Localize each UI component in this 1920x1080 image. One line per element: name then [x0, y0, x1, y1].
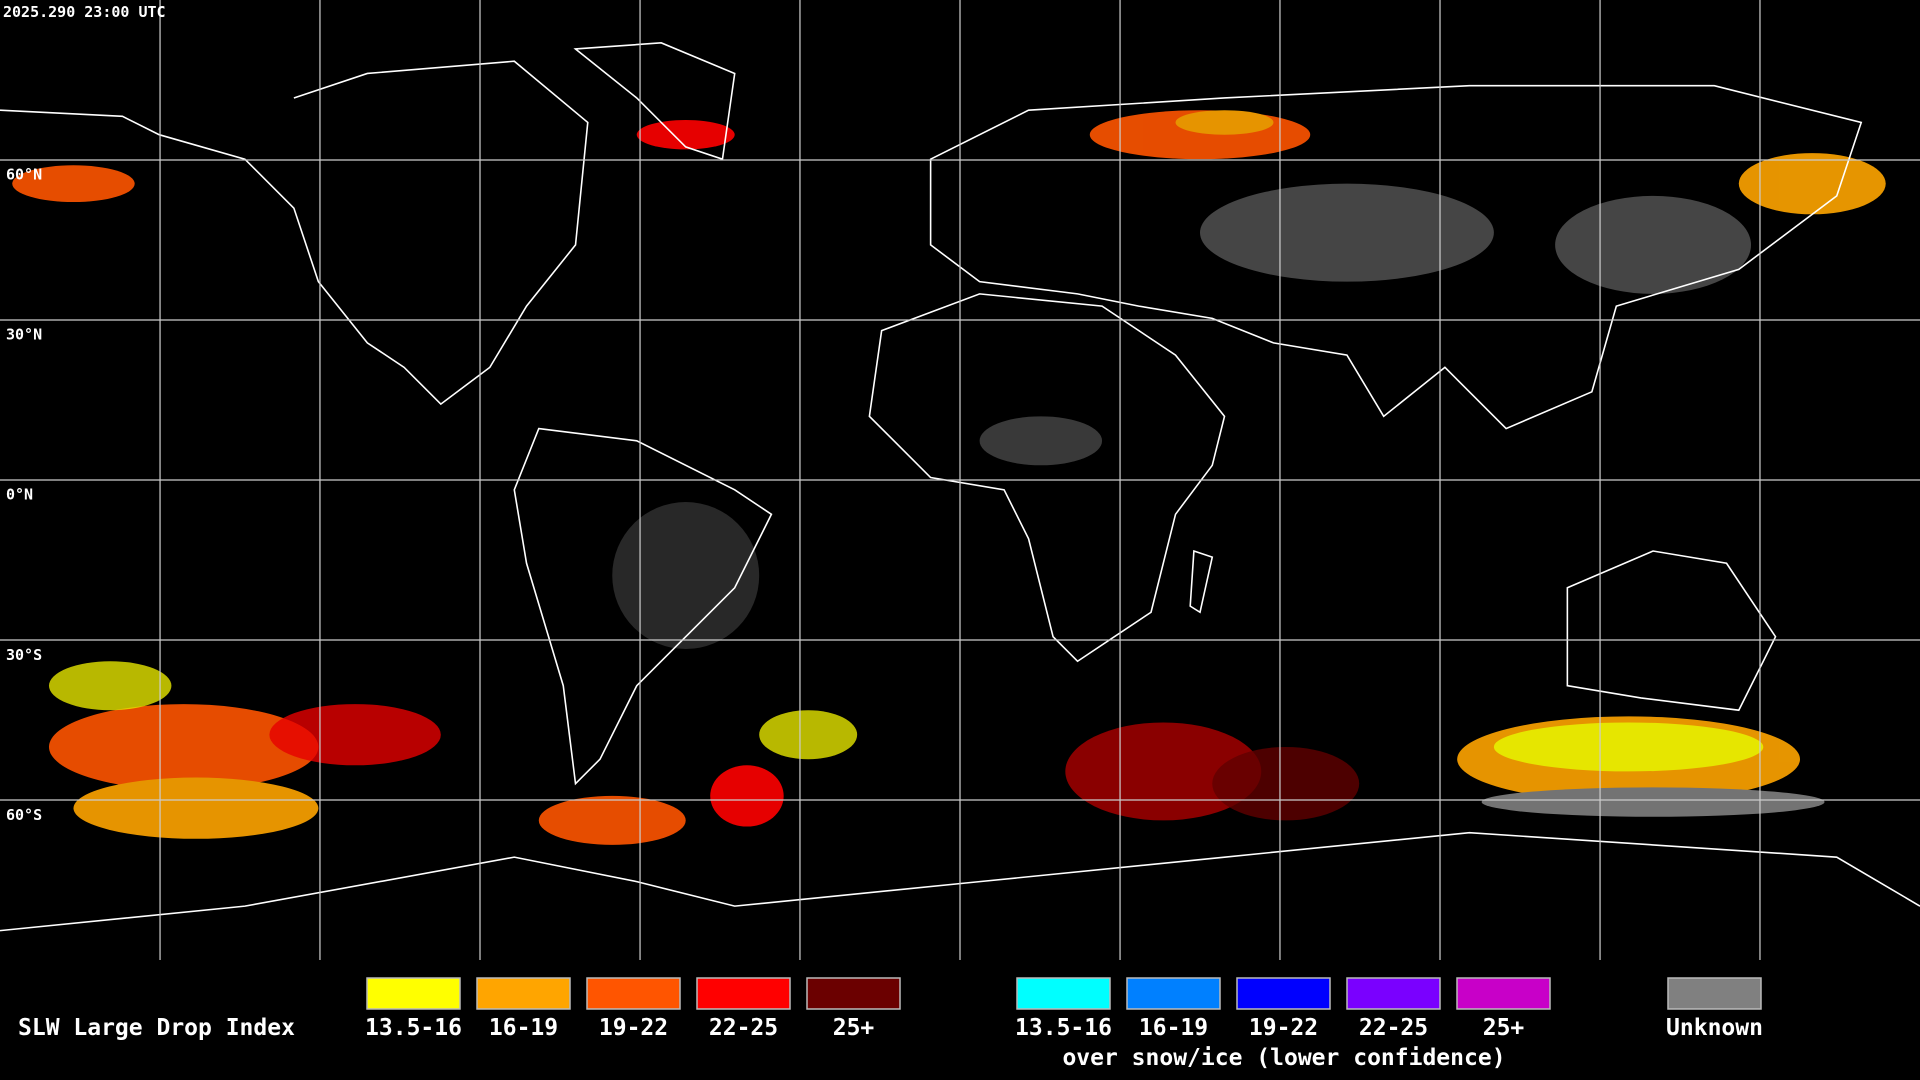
- latitude-labels: 60°N 30°N 0°N 30°S 60°S: [6, 166, 42, 824]
- coastlines: [0, 42, 1920, 932]
- latitude-label: 30°S: [6, 646, 42, 664]
- legend-title: SLW Large Drop Index: [18, 1015, 295, 1041]
- legend-label: Unknown: [1666, 1015, 1763, 1041]
- legend-swatch: [1236, 977, 1331, 1010]
- legend-swatch: [366, 977, 461, 1010]
- map: [0, 0, 1920, 961]
- legend-label: 22-25: [1359, 1015, 1428, 1041]
- latitude-label: 60°N: [6, 166, 42, 184]
- legend: SLW Large Drop Index over snow/ice (lowe…: [18, 977, 1763, 1071]
- latitude-label: 30°N: [6, 326, 42, 344]
- legend-caption: over snow/ice (lower confidence): [1062, 1045, 1505, 1071]
- legend-label: 16-19: [1139, 1015, 1208, 1041]
- legend-swatch: [1667, 977, 1762, 1010]
- legend-swatch: [1456, 977, 1551, 1010]
- legend-label: 25+: [1483, 1015, 1525, 1041]
- legend-swatch: [1126, 977, 1221, 1010]
- legend-swatch: [806, 977, 901, 1010]
- timestamp: 2025.290 23:00 UTC: [3, 3, 166, 21]
- latitude-label: 0°N: [6, 486, 33, 504]
- legend-swatch: [476, 977, 571, 1010]
- legend-swatch: [1016, 977, 1111, 1010]
- legend-swatch: [696, 977, 791, 1010]
- graticule: [0, 0, 1920, 961]
- cloud-areas: [12, 110, 1886, 845]
- legend-label: 22-25: [709, 1015, 778, 1041]
- legend-label: 19-22: [599, 1015, 668, 1041]
- legend-label: 25+: [833, 1015, 875, 1041]
- legend-label: 13.5-16: [365, 1015, 462, 1041]
- legend-swatch: [586, 977, 681, 1010]
- legend-label: 13.5-16: [1015, 1015, 1112, 1041]
- latitude-label: 60°S: [6, 806, 42, 824]
- legend-label: 19-22: [1249, 1015, 1318, 1041]
- legend-label: 16-19: [489, 1015, 558, 1041]
- legend-swatch: [1346, 977, 1441, 1010]
